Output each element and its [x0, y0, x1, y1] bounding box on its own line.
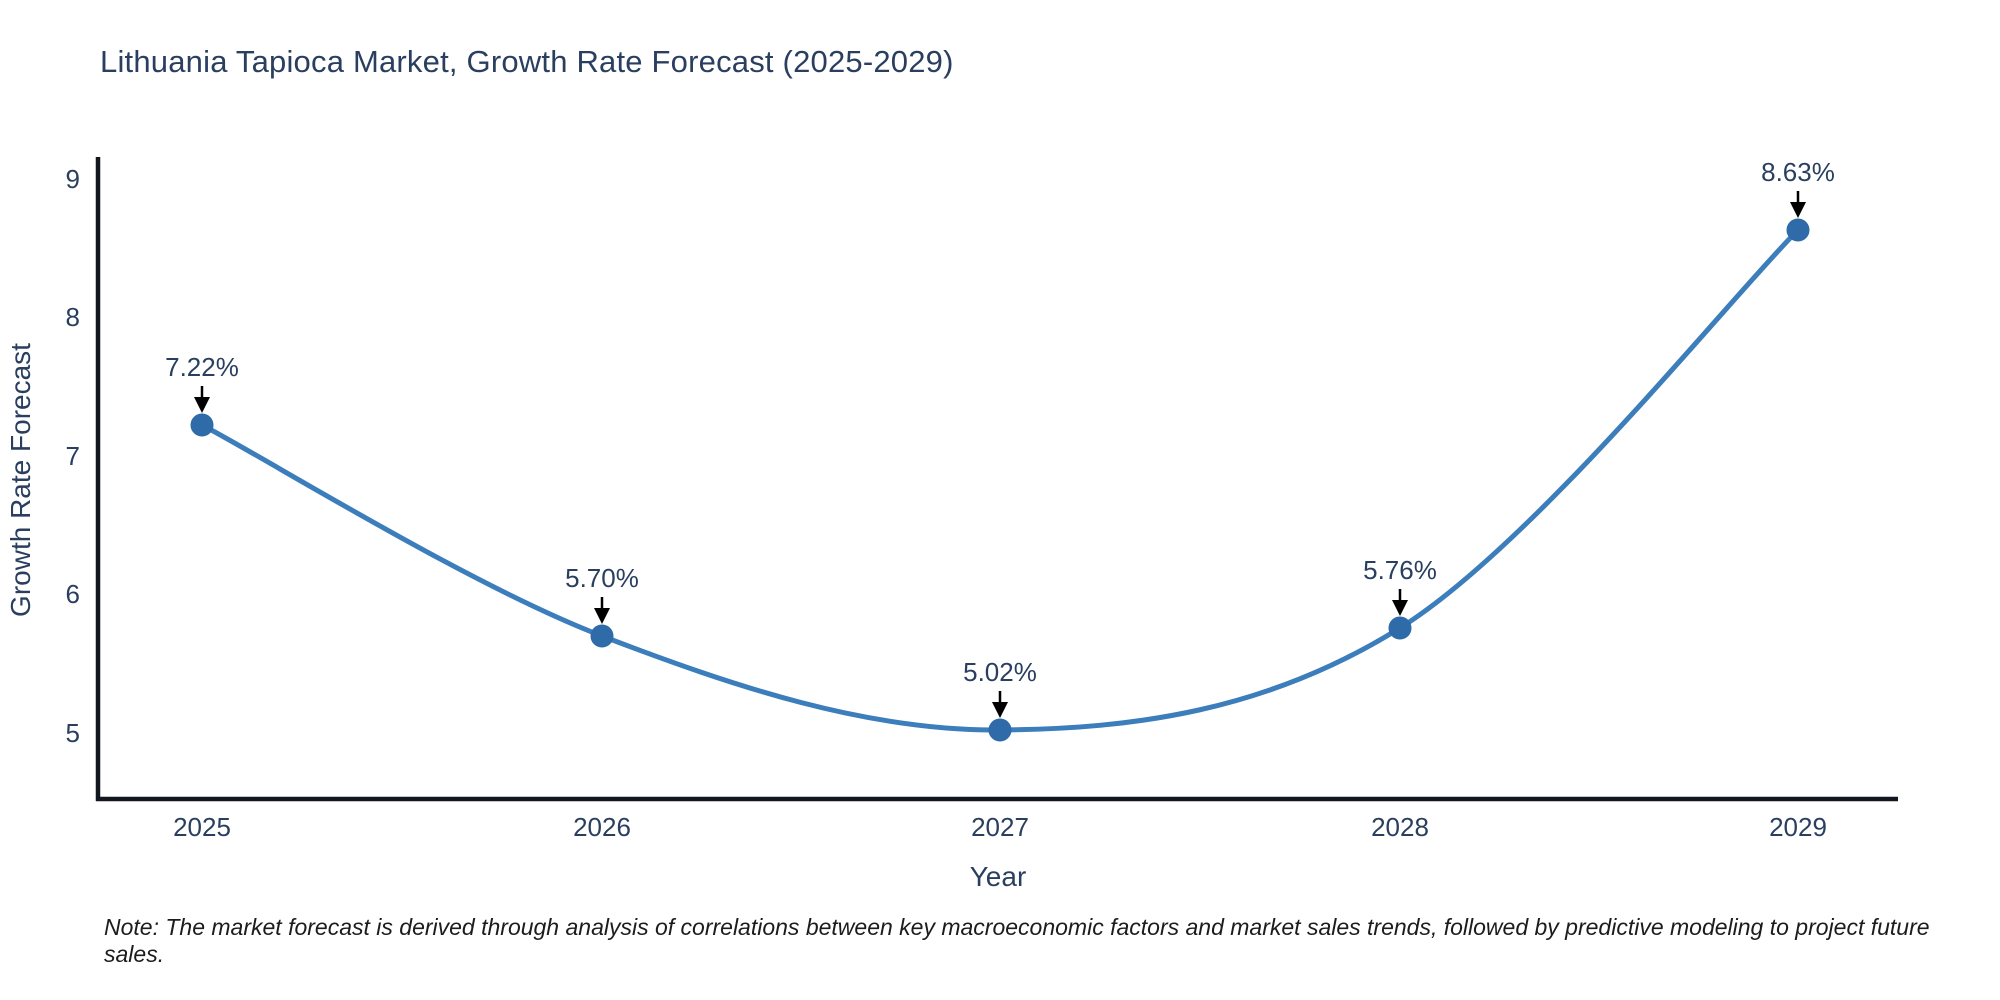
arrow-head-icon: [1790, 202, 1806, 218]
y-tick-6: 6: [66, 579, 80, 609]
chart-title: Lithuania Tapioca Market, Growth Rate Fo…: [100, 44, 954, 79]
y-tick-9: 9: [66, 164, 80, 194]
data-point-2025: [190, 413, 214, 437]
x-tick-2025: 2025: [173, 812, 231, 842]
y-tick-5: 5: [66, 718, 80, 748]
annotation-2027: 5.02%: [963, 657, 1037, 718]
x-tick-2026: 2026: [573, 812, 631, 842]
value-label-2026: 5.70%: [565, 563, 639, 593]
x-tick-2028: 2028: [1371, 812, 1429, 842]
value-label-2027: 5.02%: [963, 657, 1037, 687]
data-point-2027: [988, 718, 1012, 742]
annotation-2026: 5.70%: [565, 563, 639, 624]
x-axis-ticks: 2025 2026 2027 2028 2029: [173, 812, 1827, 842]
footnote: Note: The market forecast is derived thr…: [104, 914, 1930, 967]
value-label-2028: 5.76%: [1363, 555, 1437, 585]
arrow-head-icon: [1392, 600, 1408, 616]
growth-rate-series-line: [199, 227, 1801, 733]
y-axis-ticks: 9 8 7 6 5: [66, 164, 80, 748]
x-axis-title: Year: [970, 861, 1027, 892]
x-tick-2027: 2027: [971, 812, 1029, 842]
data-point-2029: [1786, 218, 1810, 242]
arrow-head-icon: [992, 702, 1008, 718]
annotation-2028: 5.76%: [1363, 555, 1437, 616]
data-point-2028: [1388, 616, 1412, 640]
value-label-2029: 8.63%: [1761, 157, 1835, 187]
data-point-markers: [190, 218, 1810, 742]
data-point-2026: [590, 624, 614, 648]
annotation-2029: 8.63%: [1761, 157, 1835, 218]
y-axis-title: Growth Rate Forecast: [5, 343, 36, 617]
y-tick-7: 7: [66, 441, 80, 471]
arrow-head-icon: [194, 397, 210, 413]
x-tick-2029: 2029: [1769, 812, 1827, 842]
y-tick-8: 8: [66, 302, 80, 332]
annotation-2025: 7.22%: [165, 352, 239, 413]
value-label-2025: 7.22%: [165, 352, 239, 382]
arrow-head-icon: [594, 608, 610, 624]
